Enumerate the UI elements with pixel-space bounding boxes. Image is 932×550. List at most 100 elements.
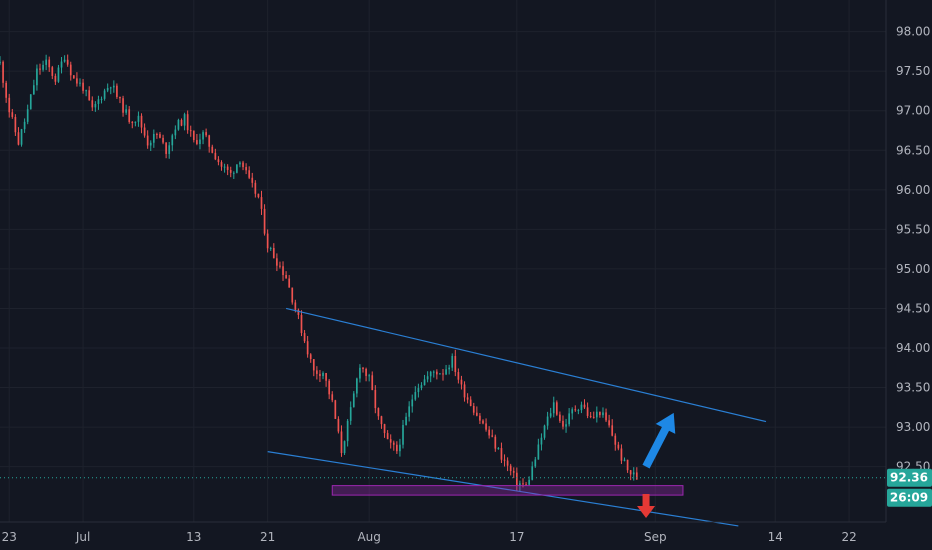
candle-down xyxy=(272,248,275,259)
time-tick-label: 17 xyxy=(509,530,524,544)
candle-up xyxy=(20,129,23,145)
candle-down xyxy=(611,425,614,436)
time-axis[interactable]: 23 Jul 13 21 Aug 17 Sep 14 22 xyxy=(2,530,857,544)
price-tick-label: 94.00 xyxy=(896,341,930,355)
breakdown-arrow-down-icon[interactable] xyxy=(637,494,656,519)
candle-down xyxy=(162,137,164,143)
support-zone-rectangle[interactable] xyxy=(331,485,684,496)
candle-down xyxy=(371,375,374,390)
candle-down xyxy=(2,61,4,83)
candle-up xyxy=(531,466,534,480)
candle-down xyxy=(211,146,214,153)
candle-up xyxy=(546,416,549,426)
price-tick-label: 96.50 xyxy=(896,143,930,157)
candle-up xyxy=(168,145,171,154)
candle-down xyxy=(192,130,195,141)
candle-up xyxy=(232,172,235,174)
candle-up xyxy=(174,129,177,136)
candle-up xyxy=(125,109,127,113)
candle-down xyxy=(319,373,321,377)
candle-down xyxy=(334,400,337,419)
candle-up xyxy=(423,379,426,386)
candle-up xyxy=(134,121,137,123)
candle-up xyxy=(405,416,407,426)
candle-down xyxy=(76,78,78,84)
candle-down xyxy=(574,409,577,411)
candle-down xyxy=(316,370,318,374)
candle-up xyxy=(36,68,38,86)
candle-down xyxy=(503,459,506,461)
candle-down xyxy=(626,459,629,471)
candle-down xyxy=(266,233,269,249)
candle-up xyxy=(565,424,567,427)
candle-down xyxy=(146,135,149,146)
candle-down xyxy=(362,367,364,369)
candle-up xyxy=(100,98,103,100)
candle-down xyxy=(380,416,383,425)
candle-down xyxy=(383,424,386,434)
candle-down xyxy=(257,193,260,198)
candle-down xyxy=(325,372,327,381)
candle-down xyxy=(328,380,331,395)
candle-up xyxy=(623,459,626,461)
price-tick-label: 93.00 xyxy=(896,420,930,434)
candle-up xyxy=(519,483,521,486)
countdown-badge xyxy=(887,488,932,507)
candle-up xyxy=(417,388,420,393)
candle-up xyxy=(432,371,435,373)
lower-trendline[interactable] xyxy=(267,451,739,527)
candle-up xyxy=(23,121,26,130)
price-axis[interactable]: 98.00 97.50 97.00 96.50 96.00 95.50 95.00 94.50… xyxy=(896,25,930,474)
candle-down xyxy=(635,472,638,480)
candle-up xyxy=(420,385,423,389)
candle-down xyxy=(8,97,11,113)
candle-up xyxy=(106,88,109,91)
candle-up xyxy=(411,399,414,407)
breakout-arrow-up-icon[interactable] xyxy=(642,412,676,469)
candle-down xyxy=(457,372,460,380)
candle-up xyxy=(199,139,201,144)
candle-up xyxy=(537,444,540,460)
candle-up xyxy=(451,355,454,368)
candle-down xyxy=(14,116,17,133)
time-tick-label: Aug xyxy=(357,530,380,544)
candle-down xyxy=(494,436,497,449)
candle-down xyxy=(491,435,494,437)
candle-down xyxy=(614,435,617,445)
candle-down xyxy=(331,394,334,401)
candle-down xyxy=(39,68,41,70)
candle-up xyxy=(109,87,112,89)
candle-down xyxy=(128,109,131,122)
candle-up xyxy=(552,402,555,414)
candle-up xyxy=(543,425,546,438)
candle-down xyxy=(288,278,291,288)
candle-up xyxy=(549,413,552,417)
candle-down xyxy=(282,266,284,276)
time-tick-label: 23 xyxy=(2,530,17,544)
candle-down xyxy=(605,412,607,421)
candle-down xyxy=(51,67,54,76)
candle-down xyxy=(140,115,143,128)
price-tick-label: 97.50 xyxy=(896,64,930,78)
candle-down xyxy=(156,133,158,135)
candle-down xyxy=(460,379,463,385)
candle-up xyxy=(429,371,432,377)
chart-grid xyxy=(0,0,886,522)
candle-up xyxy=(359,367,361,379)
price-tick-label: 95.50 xyxy=(896,222,930,236)
upper-trendline[interactable] xyxy=(285,307,767,423)
candle-up xyxy=(32,85,35,95)
candle-up xyxy=(414,392,417,400)
drawing-overlays xyxy=(0,307,886,527)
candle-up xyxy=(112,85,115,88)
price-tick-label: 97.00 xyxy=(896,104,930,118)
candle-up xyxy=(171,135,174,146)
candle-up xyxy=(85,90,87,92)
candle-down xyxy=(220,162,223,167)
candle-up xyxy=(445,369,447,375)
candle-down xyxy=(488,429,490,436)
candle-down xyxy=(337,418,340,432)
candle-up xyxy=(602,412,604,416)
price-badges: 92.36 26:09 xyxy=(887,468,932,507)
